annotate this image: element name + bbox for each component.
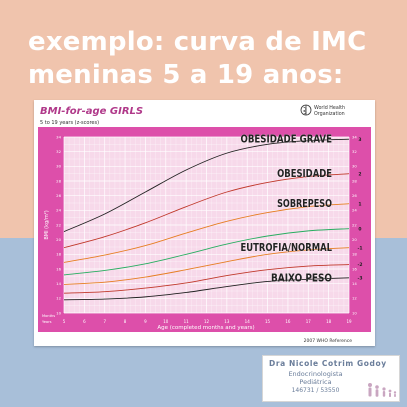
x-tick-labels: 5 6 7 8 9 10 11 12 13 14 15 16 17 18 19 [63, 319, 352, 324]
x-row-label-years: Years [42, 320, 52, 324]
y-tick-label: 20 [56, 237, 61, 242]
y-tick-label: 34 [56, 134, 61, 139]
series-line-z0 [63, 228, 350, 276]
y-tick-label-right: 22 [352, 222, 357, 227]
series-label: -1 [358, 245, 363, 251]
annotations: OBESIDADE GRAVE OBESIDADE SOBREPESO EUTROFI… [240, 133, 333, 285]
y-tick-label: 12 [56, 296, 61, 301]
y-tick-label: 32 [56, 149, 61, 154]
x-tick-label: 13 [224, 319, 230, 324]
x-tick-label: 5 [63, 319, 66, 324]
y-tick-label: 28 [56, 178, 61, 183]
chart-title: BMI-for-age GIRLS [40, 106, 143, 117]
who-logo-text-1: World Health [314, 105, 345, 111]
y-tick-label-right: 28 [352, 178, 357, 183]
series-label: 2 [358, 171, 361, 177]
y-axis-label: BMI (kg/m²) [44, 210, 50, 239]
series-line-z3 [63, 138, 350, 233]
y-tick-label-right: 16 [352, 266, 357, 271]
x-tick-label: 19 [346, 319, 352, 324]
y-tick-label-right: 20 [352, 237, 357, 242]
series-label: 0 [358, 226, 361, 232]
x-tick-label: 18 [326, 319, 332, 324]
annotation-label: EUTROFIA/NORMAL [241, 241, 333, 254]
doctor-specialty-1: Endocrinologista [288, 370, 343, 378]
y-tick-label-right: 12 [352, 296, 357, 301]
headline-line-2: meninas 5 a 19 anos: [28, 60, 344, 90]
series-label: 3 [358, 137, 361, 143]
series-line-z-3 [63, 277, 350, 301]
y-tick-labels: 10 10 12 12 14 14 16 16 18 18 20 20 22 22 24 24 26 26 28 28… [56, 134, 357, 315]
y-tick-label-right: 10 [352, 310, 357, 315]
y-tick-label: 14 [56, 281, 61, 286]
grid [63, 136, 350, 314]
x-tick-label: 17 [306, 319, 312, 324]
headline-line-1: exemplo: curva de IMC [28, 27, 367, 57]
x-tick-label: 12 [204, 319, 210, 324]
x-tick-label: 14 [245, 319, 251, 324]
series-line-z1 [63, 203, 350, 263]
x-tick-label: 15 [265, 319, 271, 324]
contact-card: Dra Nicole Cotrim Godoy Endocrinologista… [262, 355, 400, 402]
x-tick-label: 8 [124, 319, 127, 324]
x-tick-label: 10 [163, 319, 169, 324]
bmi-chart-card: BMI-for-age GIRLS 5 to 19 years (z-score… [34, 100, 375, 346]
chart-subtitle: 5 to 19 years (z-scores) [40, 120, 99, 126]
y-tick-label: 22 [56, 222, 61, 227]
series-line-z-1 [63, 247, 350, 285]
y-tick-label: 10 [56, 310, 61, 315]
series-label: -2 [358, 262, 363, 268]
annotation-label: SOBREPESO [277, 197, 332, 210]
who-logo-text-2: Organization [314, 111, 345, 117]
y-tick-label-right: 32 [352, 149, 357, 154]
y-tick-label-right: 30 [352, 164, 357, 169]
series-lines [63, 138, 350, 301]
y-tick-label: 24 [56, 208, 61, 213]
who-logo-icon [300, 104, 312, 116]
series-line-z2 [63, 173, 350, 249]
y-tick-label: 30 [56, 164, 61, 169]
x-tick-label: 16 [285, 319, 291, 324]
x-axis-label: Age (completed months and years) [157, 325, 254, 331]
y-tick-label-right: 24 [352, 208, 357, 213]
y-tick-label-right: 18 [352, 252, 357, 257]
bmi-chart: BMI-for-age GIRLS 5 to 19 years (z-score… [38, 104, 371, 344]
doctor-specialty-2: Pediátrica [299, 378, 332, 386]
y-tick-label: 18 [56, 252, 61, 257]
headline: exemplo: curva de IMC meninas 5 a 19 ano… [28, 26, 366, 92]
x-tick-label: 11 [184, 319, 190, 324]
series-label: 1 [358, 201, 361, 207]
x-row-label-months: Months [42, 314, 55, 318]
family-icon [368, 383, 397, 397]
annotation-label: OBESIDADE GRAVE [241, 133, 333, 146]
annotation-label: OBESIDADE [277, 167, 332, 180]
chart-footer: 2007 WHO Reference [304, 338, 353, 344]
y-tick-label: 16 [56, 266, 61, 271]
annotation-label: BAIXO PESO [271, 271, 332, 284]
x-tick-label: 9 [144, 319, 147, 324]
series-label: -3 [358, 275, 363, 281]
x-tick-label: 7 [103, 319, 106, 324]
y-tick-label-right: 14 [352, 281, 357, 286]
doctor-name: Dra Nicole Cotrim Godoy [269, 359, 387, 368]
y-tick-label-right: 26 [352, 193, 357, 198]
x-tick-label: 6 [83, 319, 86, 324]
y-tick-label-right: 34 [352, 134, 357, 139]
series-labels: 3 2 1 0 -1 -2 -3 [358, 137, 363, 282]
y-tick-label: 26 [56, 193, 61, 198]
doctor-registration: 146731 / 53550 [291, 387, 340, 394]
series-line-z-2 [63, 264, 350, 294]
